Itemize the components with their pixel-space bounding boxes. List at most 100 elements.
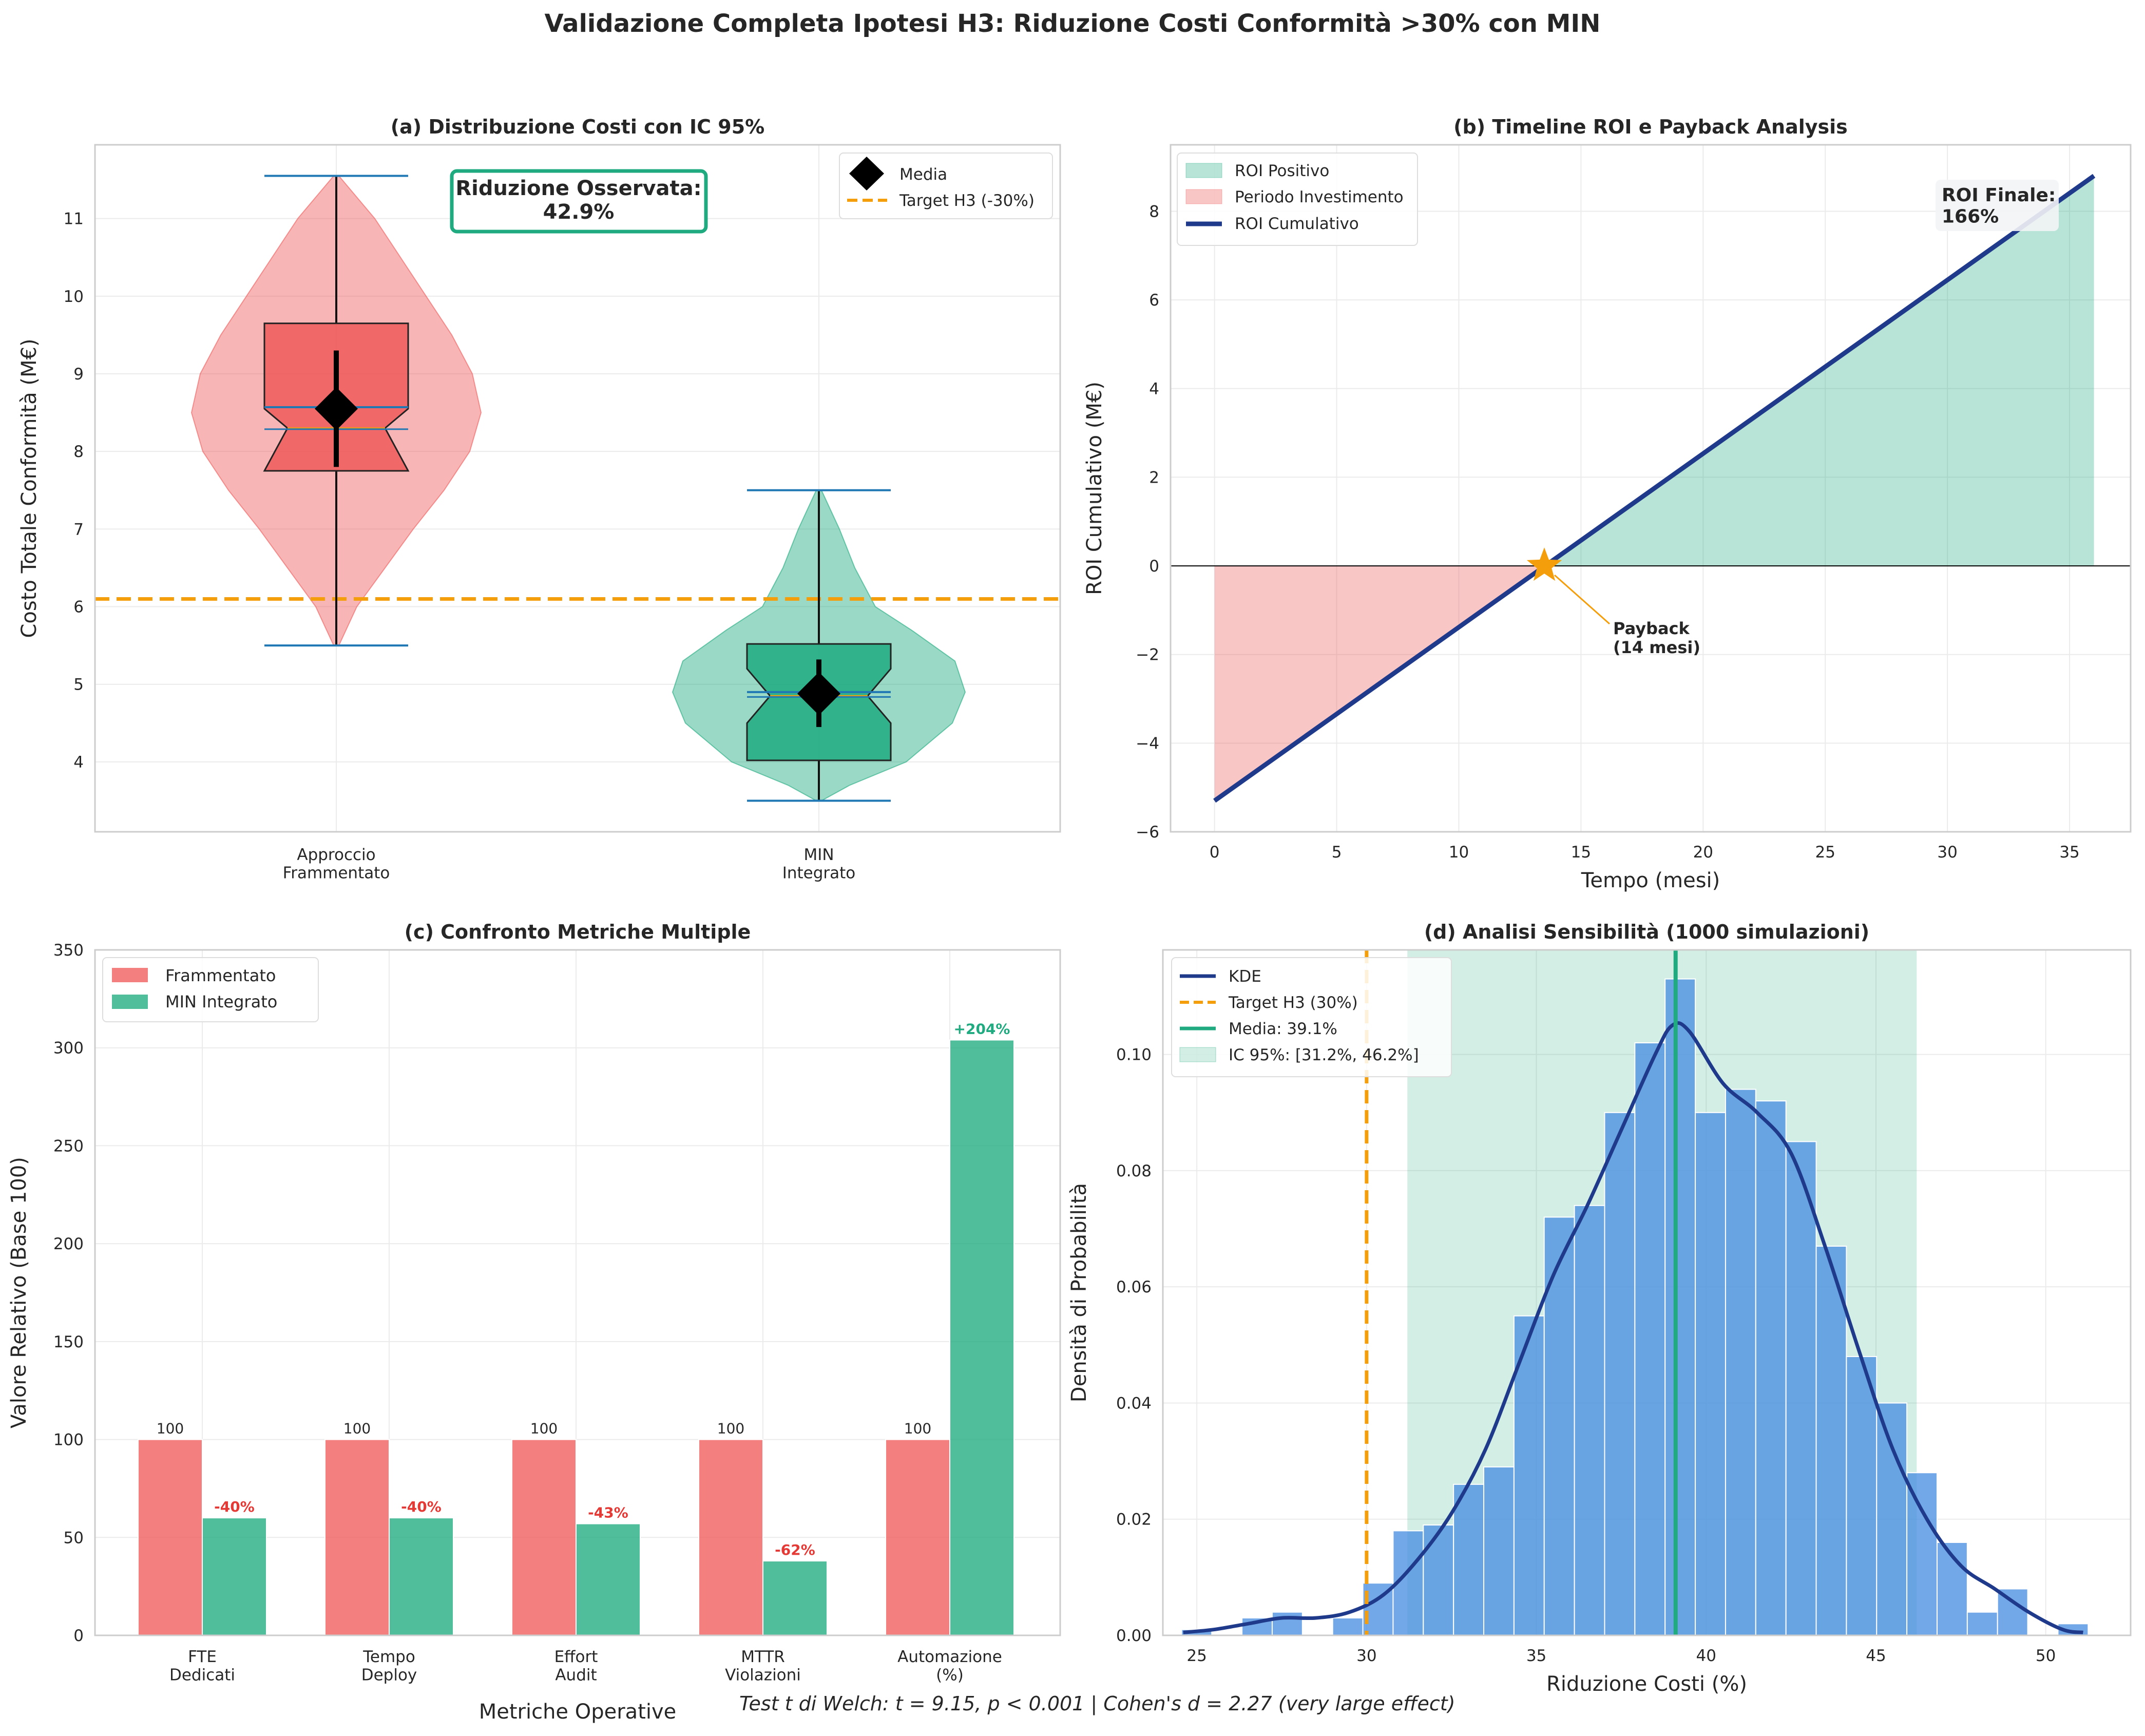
roi-line	[1213, 174, 2096, 803]
histogram-bar	[1846, 1356, 1878, 1636]
histogram-bar	[1634, 1042, 1666, 1636]
panel-a-title: (a) Distribuzione Costi con IC 95%	[391, 116, 764, 138]
bar-frammentato	[138, 1439, 203, 1636]
panel-b-xlabel: Tempo (mesi)	[1581, 869, 1720, 892]
bar-min-integrato	[576, 1523, 641, 1636]
panel-a-frame	[94, 144, 1061, 833]
panel-d-ylabel: Densità di Probabilità	[1067, 1183, 1091, 1402]
legend-label: Media	[899, 165, 947, 184]
histogram-bar	[1725, 1089, 1756, 1636]
panel-c-y-tick-label: 300	[53, 1039, 84, 1058]
main-title: Validazione Completa Ipotesi H3: Riduzio…	[544, 9, 1601, 38]
bar-value-label: 100	[904, 1420, 931, 1437]
bar-value-label: -40%	[214, 1498, 255, 1515]
legend-swatch	[112, 968, 148, 982]
bar-value-label: 100	[717, 1420, 744, 1437]
legend-label: Media: 39.1%	[1229, 1020, 1337, 1038]
bar-min-integrato	[762, 1560, 828, 1636]
legend-swatch	[112, 995, 148, 1009]
panel-a-y-tick-label: 11	[64, 210, 84, 228]
legend-swatch	[1185, 163, 1222, 178]
panel-d-y-tick-label: 0.04	[1116, 1394, 1152, 1413]
panel-c-y-tick-label: 100	[53, 1431, 84, 1449]
bar-frammentato	[324, 1439, 390, 1636]
panel-c-y-tick-label: 200	[53, 1235, 84, 1253]
panel-d-x-tick-label: 25	[1186, 1647, 1206, 1665]
panel-b-x-tick-label: 30	[1937, 843, 1957, 862]
annotation-reduction: Riduzione Osservata: 42.9%	[455, 177, 701, 224]
panel-c-y-tick-label: 150	[53, 1333, 84, 1351]
legend-label: Frammentato	[165, 966, 276, 985]
panel-c-title: (c) Confronto Metriche Multiple	[405, 921, 751, 943]
panel-a-y-tick-label: 9	[73, 365, 84, 384]
panel-b-x-tick-label: 15	[1571, 843, 1591, 862]
panel-c-y-tick-label: 50	[64, 1529, 84, 1547]
bar-min-integrato	[389, 1517, 454, 1636]
panel-b-x-tick-label: 10	[1449, 843, 1469, 862]
histogram-bar	[1815, 1245, 1847, 1636]
panel-c-category-label: FTE Dedicati	[169, 1648, 235, 1685]
panel-d-y-tick-label: 0.06	[1116, 1278, 1152, 1296]
panel-d-x-tick-label: 35	[1526, 1647, 1546, 1665]
panel-a-category-label: MIN Integrato	[782, 846, 856, 883]
panel-b-y-tick-label: 4	[1149, 380, 1159, 398]
panel-c-y-tick-label: 0	[73, 1627, 84, 1645]
mean-marker	[797, 672, 840, 715]
panel-b-y-tick-label: −2	[1136, 646, 1159, 664]
panel-b-x-tick-label: 35	[2059, 843, 2079, 862]
histogram-bar	[1876, 1402, 1908, 1636]
panel-b-x-tick-label: 0	[1210, 843, 1220, 862]
kde-curve	[1183, 1021, 2083, 1634]
panel-c-category-label: Automazione (%)	[897, 1648, 1002, 1685]
panel-a-y-tick-label: 10	[64, 288, 84, 306]
annotation-box	[450, 169, 708, 234]
histogram-bar	[1423, 1524, 1454, 1636]
payback-star	[1526, 547, 1562, 581]
histogram-bar	[1392, 1530, 1424, 1636]
panel-b-y-tick-label: 8	[1149, 202, 1159, 221]
legend-swatch	[1179, 1047, 1216, 1062]
histogram-bar	[1513, 1315, 1545, 1636]
histogram-bar	[1604, 1112, 1636, 1636]
histogram-bar	[1966, 1611, 1998, 1636]
histogram-bar	[1574, 1205, 1605, 1636]
final-roi-box	[1936, 180, 2059, 231]
legend-label: IC 95%: [31.2%, 46.2%]	[1229, 1046, 1419, 1064]
legend-label: ROI Positivo	[1235, 162, 1329, 180]
panel-a-category-label: Approccio Frammentato	[283, 846, 390, 883]
panel-d-x-tick-label: 40	[1696, 1647, 1716, 1665]
panel-d-frame	[1162, 949, 2132, 1636]
mean-marker	[315, 387, 358, 431]
final-roi-label: ROI Finale: 166%	[1942, 185, 2056, 227]
legend-label: Periodo Investimento	[1235, 188, 1404, 206]
histogram-bar	[1664, 978, 1696, 1636]
panel-d-y-tick-label: 0.02	[1116, 1511, 1152, 1529]
panel-c-xlabel: Metriche Operative	[479, 1700, 677, 1724]
histogram-bar	[1483, 1466, 1515, 1636]
payback-arrow	[1554, 574, 1610, 625]
panel-d-x-tick-label: 45	[1866, 1647, 1886, 1665]
legend-mean-marker	[849, 157, 884, 190]
panel-b-title: (b) Timeline ROI e Payback Analysis	[1453, 116, 1848, 138]
histogram-bar	[1755, 1100, 1787, 1636]
panel-a-y-tick-label: 4	[73, 753, 84, 772]
bar-frammentato	[885, 1439, 950, 1636]
panel-a-y-tick-label: 6	[73, 598, 84, 617]
legend-label: MIN Integrato	[165, 992, 277, 1012]
bar-min-integrato	[202, 1517, 267, 1636]
panel-b-y-tick-label: −6	[1136, 823, 1159, 842]
panel-b-y-tick-label: −4	[1136, 734, 1159, 753]
panel-d-legend	[1171, 957, 1452, 1077]
panel-a-legend	[839, 152, 1053, 219]
panel-b-legend	[1177, 152, 1418, 246]
histogram-bar	[1906, 1472, 1938, 1636]
histogram-bar	[1332, 1617, 1364, 1636]
bar-frammentato	[698, 1439, 763, 1636]
panel-a-ylabel: Costo Totale Conformità (M€)	[17, 338, 41, 638]
panel-c-frame	[94, 949, 1061, 1636]
panel-a-y-tick-label: 7	[73, 520, 84, 539]
panel-d-xlabel: Riduzione Costi (%)	[1546, 1672, 1747, 1696]
panel-c-category-label: MTTR Violazioni	[725, 1648, 801, 1685]
legend-label: ROI Cumulativo	[1235, 215, 1359, 233]
panel-c-category-label: Tempo Deploy	[361, 1648, 417, 1685]
